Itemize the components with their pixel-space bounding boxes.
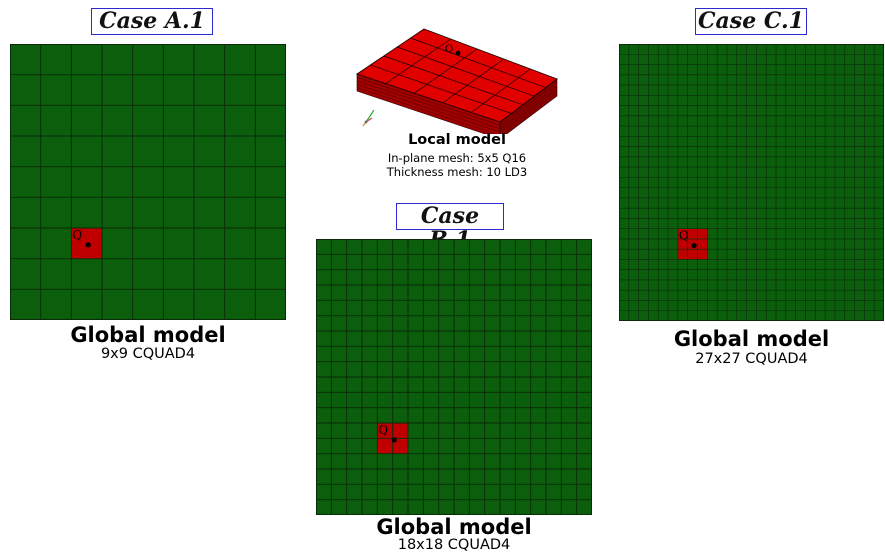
- case-c-label: Case C.1: [695, 8, 807, 35]
- mesh-grid: [316, 239, 592, 515]
- local-model-inplane-mesh: In-plane mesh: 5x5 Q16: [387, 151, 527, 165]
- global-mesh-c: Q: [619, 44, 884, 321]
- mesh-grid: [619, 44, 884, 321]
- local-model-title: Local model: [408, 132, 506, 148]
- case-a-label: Case A.1: [91, 8, 213, 35]
- global-model-subtitle-a: 9x9 CQUAD4: [100, 346, 196, 362]
- global-model-title-b: Global model: [376, 515, 532, 539]
- plate-border: [10, 44, 286, 320]
- global-model-subtitle-c: 27x27 CQUAD4: [695, 351, 808, 367]
- axis-triad-icon: [362, 109, 375, 127]
- local-model-thickness-mesh: Thickness mesh: 10 LD3: [386, 165, 528, 179]
- point-q-marker: [85, 242, 91, 248]
- point-q-marker: [691, 242, 697, 249]
- mesh-grid: [10, 44, 286, 320]
- point-q-label: Q: [72, 228, 82, 242]
- plate-area: [10, 44, 286, 320]
- point-q-marker: [391, 437, 397, 443]
- local-point-q-marker: [455, 50, 461, 56]
- plate-area: [619, 44, 884, 321]
- global-mesh-a: Q: [10, 44, 286, 320]
- point-q-label: Q: [378, 423, 388, 437]
- case-b-label: Case B.1: [396, 203, 504, 252]
- local-model-3d: Q: [355, 28, 558, 134]
- global-model-title-a: Global model: [70, 323, 226, 347]
- global-mesh-b: Q: [316, 239, 592, 515]
- local-point-q-label: Q: [445, 44, 453, 55]
- plate-border: [316, 239, 592, 515]
- global-model-subtitle-b: 18x18 CQUAD4: [397, 537, 511, 553]
- point-q-label: Q: [679, 229, 689, 243]
- plate-border: [619, 44, 884, 321]
- global-model-title-c: Global model: [673, 327, 830, 351]
